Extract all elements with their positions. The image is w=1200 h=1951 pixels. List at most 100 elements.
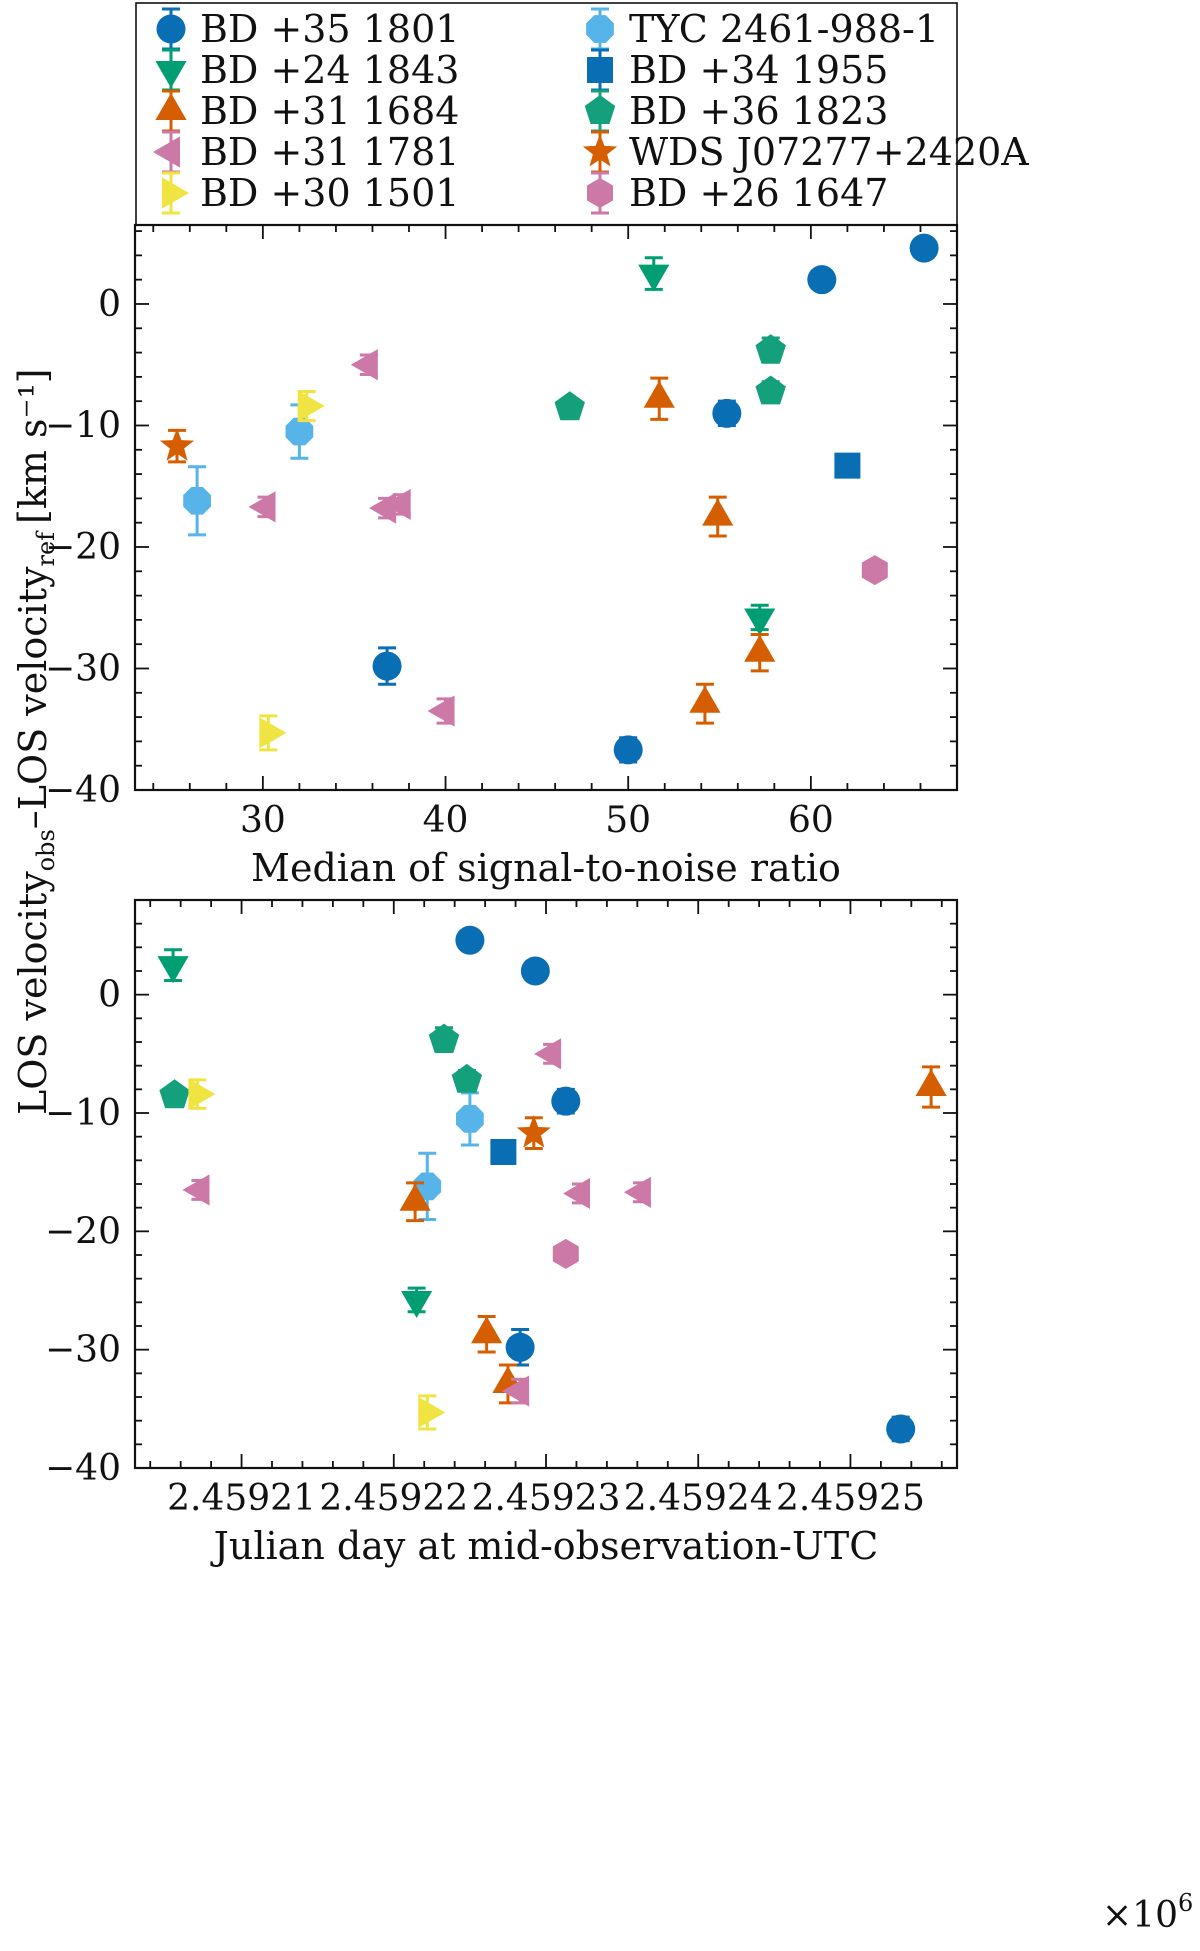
x-axis-offset-base: ×10 <box>1102 1895 1178 1936</box>
series-bd-34-1955 <box>490 1139 517 1166</box>
data-point <box>502 1375 530 1407</box>
x-axis-title: Julian day at mid-observation-UTC <box>210 1524 879 1568</box>
y-tick-label: −40 <box>45 770 121 811</box>
legend-label: WDS J07277+2420A <box>629 130 1029 174</box>
y-axis-title-main: LOS velocity <box>11 871 55 1115</box>
series-bd-35-1801 <box>372 233 939 765</box>
series-wds-j07277-2420a <box>516 1115 551 1150</box>
top-panel: −40 −30 −20 −10 0 30 40 50 60 Median of signal-to… <box>45 223 959 890</box>
x-axis-title: Median of signal-to-noise ratio <box>251 846 841 890</box>
legend-marker-bd-26-1647 <box>587 178 613 208</box>
legend-entry-tyc-2461-988-1: TYC 2461-988-1 <box>586 7 939 51</box>
data-point <box>554 391 585 421</box>
data-point <box>886 1414 916 1444</box>
legend-marker-bd-34-1955 <box>587 57 613 83</box>
legend-marker-wds-j07277-2420a <box>582 134 618 167</box>
legend-label: TYC 2461-988-1 <box>629 7 939 51</box>
series-bd-26-1647 <box>552 1238 579 1269</box>
data-point <box>638 264 670 292</box>
y-tick-label: −20 <box>45 527 121 568</box>
data-point <box>350 349 378 381</box>
legend-marker-tyc-2461-988-1 <box>586 15 614 43</box>
data-point <box>807 265 837 295</box>
plot-frame <box>133 223 959 792</box>
data-point <box>188 1078 216 1110</box>
legend-entry-bd-31-1781: BD +31 1781 <box>153 130 459 174</box>
legend-label: BD +34 1955 <box>629 48 888 92</box>
series-bd-26-1647 <box>861 555 888 586</box>
legend-entry-bd-31-1684: BD +31 1684 <box>155 89 459 133</box>
legend-marker-bd-35-1801 <box>156 14 186 44</box>
data-point <box>451 1063 483 1093</box>
legend-label: BD +31 1781 <box>200 130 459 174</box>
x-axis-offset-label: ×106 <box>1102 1889 1193 1936</box>
data-point <box>689 685 721 713</box>
series-bd-31-1684 <box>643 376 776 725</box>
data-point <box>285 417 314 446</box>
legend-marker-bd-24-1843 <box>155 61 187 88</box>
data-point <box>744 634 776 662</box>
series-bd-24-1843 <box>638 256 776 636</box>
y-tick-label: −30 <box>45 1330 121 1371</box>
data-point <box>534 1038 562 1070</box>
legend-entry-bd-26-1647: BD +26 1647 <box>587 171 888 215</box>
data-point <box>551 1086 581 1116</box>
legend-label: BD +36 1823 <box>629 89 888 133</box>
data-point <box>490 1139 517 1166</box>
series-bd-30-1501 <box>259 389 325 752</box>
data-point <box>744 608 776 636</box>
data-point <box>182 1174 210 1206</box>
series-bd-36-1823 <box>159 1023 483 1109</box>
x-tick-label: 2.45925 <box>776 1478 925 1519</box>
data-point <box>552 1238 579 1269</box>
legend-entry-wds-j07277-2420a: WDS J07277+2420A <box>582 130 1029 174</box>
series-wds-j07277-2420a <box>159 428 195 464</box>
series-bd-24-1843 <box>157 948 433 1318</box>
axis-ticks <box>135 225 958 791</box>
data-point <box>909 233 939 263</box>
legend-marker-bd-30-1501 <box>162 177 189 209</box>
legend-entry-bd-36-1823: BD +36 1823 <box>584 89 888 133</box>
x-tick-label: 40 <box>423 800 469 841</box>
y-tick-label: −40 <box>45 1448 121 1489</box>
data-point <box>248 491 276 523</box>
x-axis-offset-exponent: 6 <box>1178 1889 1193 1917</box>
svg-text:LOS velocityobs–LOS velocityre: LOS velocityobs–LOS velocityref [km s⁻¹] <box>11 368 60 1115</box>
legend-marker-bd-36-1823 <box>584 95 616 124</box>
y-axis-title-units: [km s⁻¹] <box>11 368 55 524</box>
data-point <box>643 380 675 408</box>
x-tick-label: 2.45922 <box>319 1478 468 1519</box>
y-axis-title-mid: –LOS velocity <box>11 566 55 829</box>
series-bd-35-1801 <box>455 925 916 1444</box>
legend-label: BD +30 1501 <box>200 171 459 215</box>
data-point <box>505 1332 535 1362</box>
x-tick-label: 50 <box>605 800 651 841</box>
data-point <box>383 488 411 521</box>
data-point <box>297 390 325 422</box>
data-point <box>259 717 287 749</box>
data-point <box>369 492 397 524</box>
data-point <box>712 398 742 428</box>
series-bd-34-1955 <box>834 452 861 479</box>
axis-ticks <box>135 899 957 1469</box>
series-bd-36-1823 <box>554 334 786 421</box>
legend-marker-bd-31-1684 <box>155 93 187 120</box>
data-point <box>755 334 786 364</box>
y-axis-title-sub1: obs <box>32 829 60 871</box>
data-points <box>157 925 947 1444</box>
data-point <box>471 1316 503 1344</box>
plot-frame <box>133 898 959 1470</box>
data-point <box>418 1396 446 1428</box>
legend-label: BD +24 1843 <box>200 48 459 92</box>
data-points <box>159 233 939 765</box>
data-point <box>702 498 734 526</box>
data-point <box>372 651 402 681</box>
legend-marker-bd-31-1781 <box>153 136 180 168</box>
data-point <box>755 375 786 405</box>
data-point <box>834 452 861 479</box>
x-tick-label: 60 <box>788 800 834 841</box>
legend-entry-bd-24-1843: BD +24 1843 <box>155 48 459 92</box>
data-point <box>613 735 643 765</box>
